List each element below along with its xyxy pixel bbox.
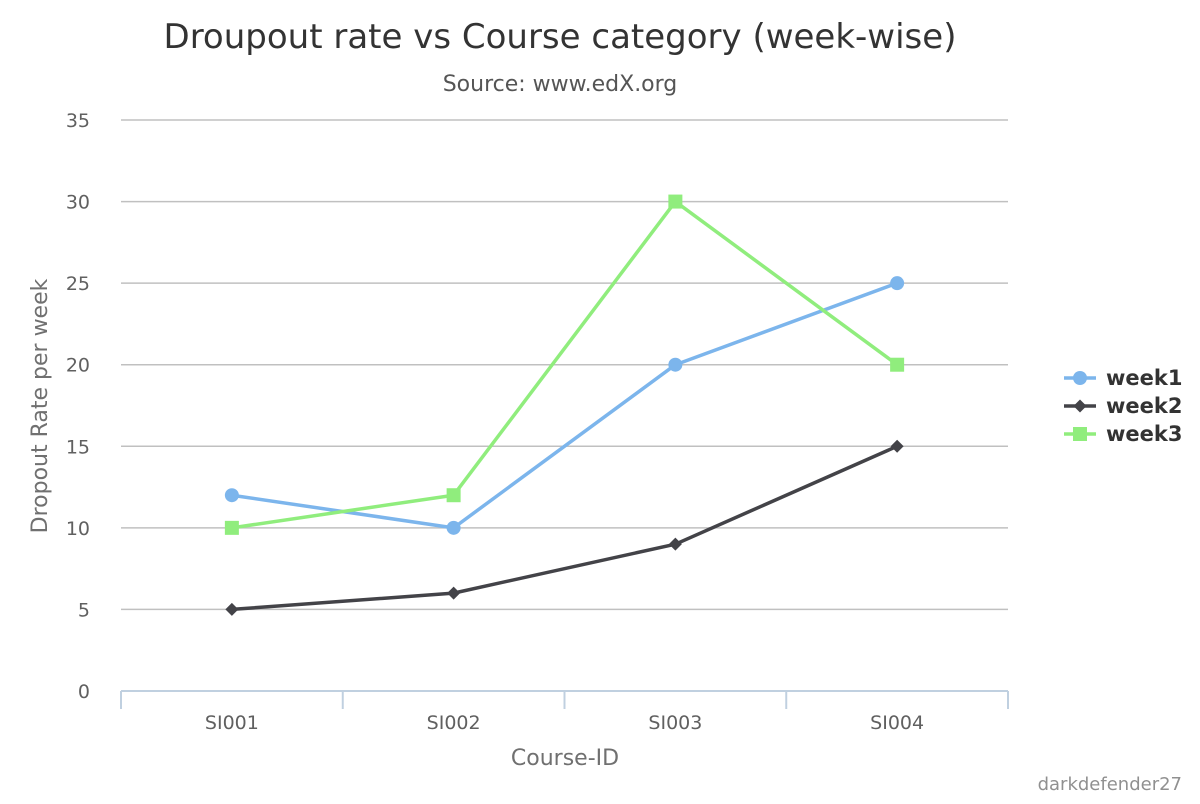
series-line-week2[interactable] (230, 444, 899, 612)
data-point-week1[interactable] (224, 488, 239, 503)
series-week2 (225, 439, 904, 616)
x-axis-title: Course-ID (511, 746, 619, 771)
series-lines (224, 194, 905, 616)
series-week1 (224, 276, 905, 535)
data-point-week3[interactable] (446, 488, 461, 503)
y-tick-label: 10 (66, 518, 90, 540)
x-tick-label: SI003 (648, 712, 702, 734)
chart-subtitle: Source: www.edX.org (443, 72, 678, 97)
x-tick-label: SI002 (427, 712, 481, 734)
legend-label: week3 (1106, 422, 1182, 446)
legend-item-week3[interactable]: week3 (1064, 422, 1182, 446)
data-point-week1[interactable] (890, 276, 905, 291)
series-line-week3[interactable] (230, 199, 899, 530)
y-tick-label: 35 (66, 110, 90, 132)
y-tick-label: 5 (78, 599, 90, 621)
x-tick-label: SI004 (870, 712, 924, 734)
data-point-week2[interactable] (447, 586, 461, 600)
data-point-week2[interactable] (668, 537, 682, 551)
data-point-week1[interactable] (446, 520, 461, 535)
data-point-week2[interactable] (890, 439, 904, 453)
legend: week1 week2 week3 (1064, 366, 1182, 446)
data-point-week3[interactable] (224, 520, 239, 535)
y-tick-label: 25 (66, 273, 90, 295)
y-tick-label: 30 (66, 192, 90, 214)
y-tick-label: 15 (66, 436, 90, 458)
y-axis-title: Dropout Rate per week (28, 278, 53, 533)
y-tick-label: 0 (78, 681, 90, 703)
chart-title: Droupout rate vs Course category (week-w… (164, 17, 957, 57)
legend-item-week2[interactable]: week2 (1064, 394, 1182, 418)
data-point-week3[interactable] (668, 194, 683, 209)
series-week3 (224, 194, 905, 535)
y-tick-label: 20 (66, 355, 90, 377)
chart-credit[interactable]: darkdefender27 (1038, 774, 1182, 795)
gridlines (121, 119, 1008, 611)
x-tick-label: SI001 (205, 712, 259, 734)
data-point-week2[interactable] (225, 602, 239, 616)
y-axis-ticks: 0 5 10 15 20 25 30 35 (66, 110, 90, 703)
legend-item-week1[interactable]: week1 (1064, 366, 1182, 390)
x-axis (120, 690, 1009, 709)
data-point-week1[interactable] (668, 357, 683, 372)
legend-marker-week2[interactable] (1073, 399, 1087, 413)
legend-marker-week1[interactable] (1073, 371, 1087, 385)
legend-label: week1 (1106, 366, 1182, 390)
x-axis-ticks: SI001 SI002 SI003 SI004 (205, 712, 924, 734)
data-point-week3[interactable] (890, 357, 905, 372)
legend-marker-week3[interactable] (1073, 427, 1087, 441)
legend-label: week2 (1106, 394, 1182, 418)
